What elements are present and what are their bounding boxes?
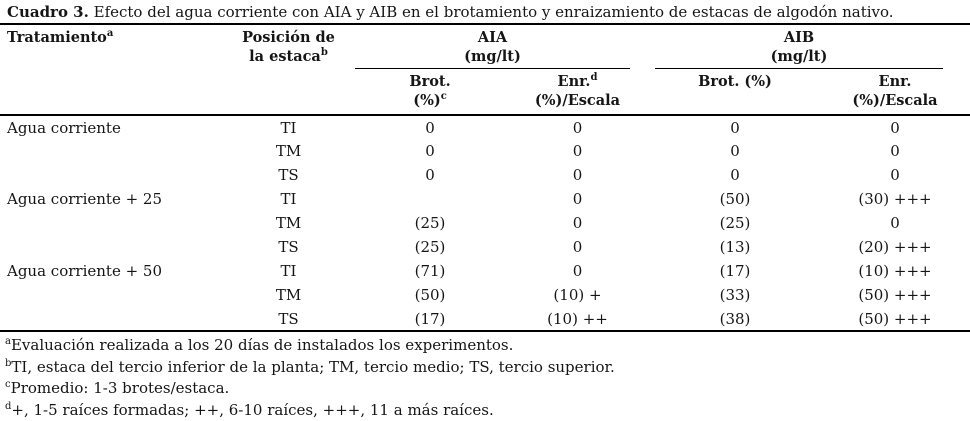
group-aib-name: AIB — [655, 28, 943, 47]
cell-aia-brot: (25) — [355, 211, 505, 235]
cell-aia-brot: (71) — [355, 259, 505, 283]
group-aib-unit: (mg/lt) — [655, 47, 943, 66]
cell-aia-enr: 0 — [505, 187, 650, 211]
cell-tratamiento — [0, 139, 222, 163]
cell-aia-enr: 0 — [505, 115, 650, 139]
header-group-aib: AIB (mg/lt) — [650, 25, 970, 69]
table-row: TM (25) 0 (25) 0 — [0, 211, 970, 235]
cell-aib-brot: (17) — [650, 259, 820, 283]
cell-posicion: TM — [222, 283, 355, 307]
cell-aia-brot: 0 — [355, 115, 505, 139]
cell-aia-brot: (17) — [355, 307, 505, 331]
cell-aib-enr: (50) +++ — [820, 283, 970, 307]
cell-tratamiento — [0, 211, 222, 235]
footnote-marker-c: c — [441, 91, 447, 102]
header-group-aia: AIA (mg/lt) — [355, 25, 650, 69]
footnotes: aEvaluación realizada a los 20 días de i… — [0, 332, 970, 421]
cell-aib-brot: (38) — [650, 307, 820, 331]
cell-aib-enr: 0 — [820, 115, 970, 139]
cell-aia-brot: (50) — [355, 283, 505, 307]
header-tratamiento: Tratamientoa — [0, 25, 222, 115]
cell-tratamiento — [0, 307, 222, 331]
table-row: Agua corriente + 50 TI (71) 0 (17) (10) … — [0, 259, 970, 283]
cell-aib-enr: (30) +++ — [820, 187, 970, 211]
cell-tratamiento: Agua corriente + 25 — [0, 187, 222, 211]
cell-aia-enr: 0 — [505, 163, 650, 187]
footnote-marker-a: a — [107, 28, 113, 39]
cell-posicion: TS — [222, 163, 355, 187]
cell-aia-enr: (10) + — [505, 283, 650, 307]
cell-posicion: TS — [222, 307, 355, 331]
cell-aib-enr: (10) +++ — [820, 259, 970, 283]
cell-aib-brot: (25) — [650, 211, 820, 235]
header-aib-brot: Brot. (%) — [650, 69, 820, 115]
cell-tratamiento: Agua corriente + 50 — [0, 259, 222, 283]
table-row: Agua corriente TI 0 0 0 0 — [0, 115, 970, 139]
cell-aib-enr: (20) +++ — [820, 235, 970, 259]
caption-label: Cuadro 3. — [7, 3, 89, 21]
footnote-c: cPromedio: 1-3 brotes/estaca. — [5, 378, 970, 400]
cell-tratamiento — [0, 235, 222, 259]
cell-posicion: TI — [222, 115, 355, 139]
cell-posicion: TM — [222, 211, 355, 235]
cell-aia-enr: 0 — [505, 235, 650, 259]
cell-tratamiento — [0, 163, 222, 187]
cell-aia-enr: 0 — [505, 139, 650, 163]
table-row: TS 0 0 0 0 — [0, 163, 970, 187]
cell-aib-brot: 0 — [650, 139, 820, 163]
table-row: TS (17) (10) ++ (38) (50) +++ — [0, 307, 970, 331]
cell-tratamiento — [0, 283, 222, 307]
footnote-b: bTI, estaca del tercio inferior de la pl… — [5, 357, 970, 379]
table-row: Agua corriente + 25 TI 0 (50) (30) +++ — [0, 187, 970, 211]
cell-aia-enr: (10) ++ — [505, 307, 650, 331]
cell-aia-brot: (25) — [355, 235, 505, 259]
cell-posicion: TI — [222, 187, 355, 211]
cell-aib-brot: (33) — [650, 283, 820, 307]
header-aia-enr: Enr.d(%)/Escala — [505, 69, 650, 115]
cell-tratamiento: Agua corriente — [0, 115, 222, 139]
table-row: TM 0 0 0 0 — [0, 139, 970, 163]
cell-aib-brot: (13) — [650, 235, 820, 259]
cell-aia-enr: 0 — [505, 211, 650, 235]
table-row: TS (25) 0 (13) (20) +++ — [0, 235, 970, 259]
cell-aia-brot: 0 — [355, 163, 505, 187]
footnote-marker-b: b — [321, 47, 328, 58]
cell-aib-enr: 0 — [820, 163, 970, 187]
group-aia-name: AIA — [355, 28, 630, 47]
cell-aia-enr: 0 — [505, 259, 650, 283]
footnote-d: d+, 1-5 raíces formadas; ++, 6-10 raíces… — [5, 400, 970, 421]
cell-aib-enr: (50) +++ — [820, 307, 970, 331]
cell-posicion: TS — [222, 235, 355, 259]
group-aia-unit: (mg/lt) — [355, 47, 630, 66]
cell-aib-enr: 0 — [820, 139, 970, 163]
table-caption: Cuadro 3. Efecto del agua corriente con … — [0, 2, 970, 25]
cell-posicion: TI — [222, 259, 355, 283]
cell-aib-brot: 0 — [650, 115, 820, 139]
table-row: TM (50) (10) + (33) (50) +++ — [0, 283, 970, 307]
cell-aib-enr: 0 — [820, 211, 970, 235]
footnote-marker-d: d — [590, 72, 597, 83]
cell-aib-brot: (50) — [650, 187, 820, 211]
header-aia-brot: Brot.(%)c — [355, 69, 505, 115]
footnote-a: aEvaluación realizada a los 20 días de i… — [5, 335, 970, 357]
cell-aia-brot — [355, 187, 505, 211]
cell-aia-brot: 0 — [355, 139, 505, 163]
cell-aib-brot: 0 — [650, 163, 820, 187]
caption-text: Efecto del agua corriente con AIA y AIB … — [94, 3, 894, 21]
cell-posicion: TM — [222, 139, 355, 163]
header-aib-enr: Enr.(%)/Escala — [820, 69, 970, 115]
